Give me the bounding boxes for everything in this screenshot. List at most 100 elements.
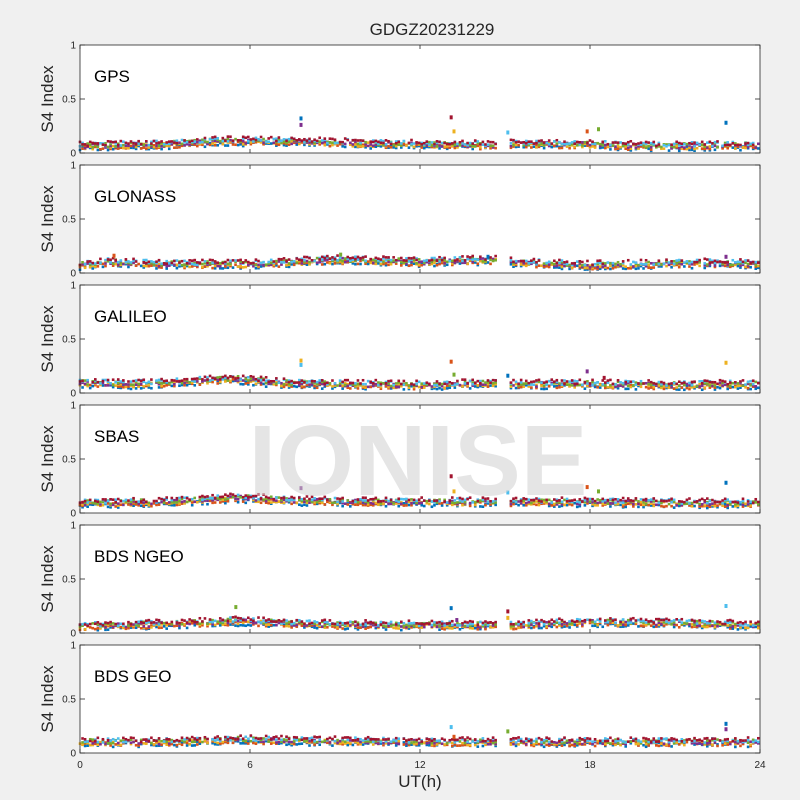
data-point	[211, 498, 214, 502]
data-point	[280, 141, 283, 145]
data-point	[203, 145, 207, 149]
data-point	[476, 385, 480, 389]
data-point	[249, 375, 253, 378]
data-point	[173, 381, 176, 385]
data-point	[137, 382, 140, 386]
outlier-point	[449, 115, 453, 120]
data-point	[563, 498, 566, 502]
data-point	[328, 383, 332, 387]
data-point	[624, 382, 627, 386]
data-point	[310, 259, 314, 262]
data-point	[675, 262, 678, 265]
data-point	[213, 264, 217, 268]
data-point	[328, 137, 332, 140]
data-point	[703, 149, 707, 152]
data-point	[601, 265, 605, 269]
data-point	[484, 258, 487, 261]
data-point	[277, 136, 281, 139]
data-point	[359, 262, 362, 266]
data-point	[711, 142, 714, 145]
data-point	[611, 264, 615, 267]
data-point	[591, 145, 594, 148]
data-point	[137, 142, 140, 146]
data-point	[751, 385, 755, 389]
data-point	[683, 388, 686, 392]
data-point	[621, 261, 625, 265]
data-point	[606, 261, 610, 264]
data-point	[287, 380, 291, 384]
data-point	[333, 501, 337, 505]
data-point	[114, 384, 117, 387]
data-point	[201, 138, 204, 142]
data-point	[604, 381, 607, 384]
data-point	[616, 502, 620, 506]
data-point	[690, 383, 694, 387]
data-point	[606, 145, 610, 149]
data-point	[545, 500, 548, 503]
data-point	[139, 500, 143, 503]
data-point	[239, 494, 242, 498]
data-point	[96, 143, 100, 147]
data-point	[509, 499, 513, 503]
data-point	[708, 503, 712, 507]
data-point	[231, 266, 235, 269]
data-point	[267, 380, 270, 383]
data-point	[244, 382, 248, 385]
data-point	[601, 140, 605, 144]
data-point	[106, 384, 110, 387]
data-point	[736, 145, 740, 149]
data-point	[540, 498, 543, 502]
data-point	[708, 149, 712, 152]
data-point	[573, 501, 576, 505]
data-point	[509, 381, 513, 384]
data-point	[341, 498, 344, 502]
data-point	[354, 257, 357, 261]
data-point	[106, 139, 110, 143]
data-point	[310, 142, 314, 145]
data-point	[139, 379, 143, 383]
data-point	[236, 493, 240, 497]
data-point	[364, 499, 367, 502]
data-point	[152, 146, 156, 149]
data-point	[328, 500, 332, 504]
data-point	[706, 506, 709, 510]
data-point	[624, 505, 627, 509]
data-point	[88, 503, 92, 506]
data-point	[356, 255, 360, 259]
data-point	[234, 259, 237, 262]
data-point	[254, 499, 258, 502]
data-point	[328, 382, 332, 385]
data-point	[221, 261, 225, 265]
data-point	[239, 623, 242, 627]
data-point	[282, 377, 286, 380]
data-point	[698, 505, 701, 508]
data-point	[134, 503, 138, 506]
data-point	[593, 381, 597, 385]
data-point	[555, 501, 559, 504]
data-point	[104, 378, 107, 382]
data-point	[721, 504, 724, 507]
data-point	[672, 500, 676, 504]
data-point	[224, 262, 227, 265]
data-point	[173, 382, 176, 386]
data-point	[540, 140, 543, 144]
data-point	[522, 143, 525, 147]
data-point	[665, 499, 668, 503]
data-point	[173, 504, 176, 507]
data-point	[468, 143, 472, 147]
data-point	[693, 141, 696, 144]
data-point	[221, 499, 225, 503]
data-point	[247, 376, 250, 379]
data-point	[218, 263, 222, 267]
data-point	[94, 144, 97, 147]
data-point	[320, 387, 324, 390]
data-point	[634, 264, 638, 268]
data-point	[685, 147, 689, 151]
data-point	[99, 142, 102, 145]
data-point	[683, 383, 686, 387]
data-point	[695, 260, 699, 264]
data-point	[558, 261, 561, 265]
data-point	[371, 140, 375, 144]
data-point	[690, 380, 694, 384]
data-point	[379, 145, 383, 148]
